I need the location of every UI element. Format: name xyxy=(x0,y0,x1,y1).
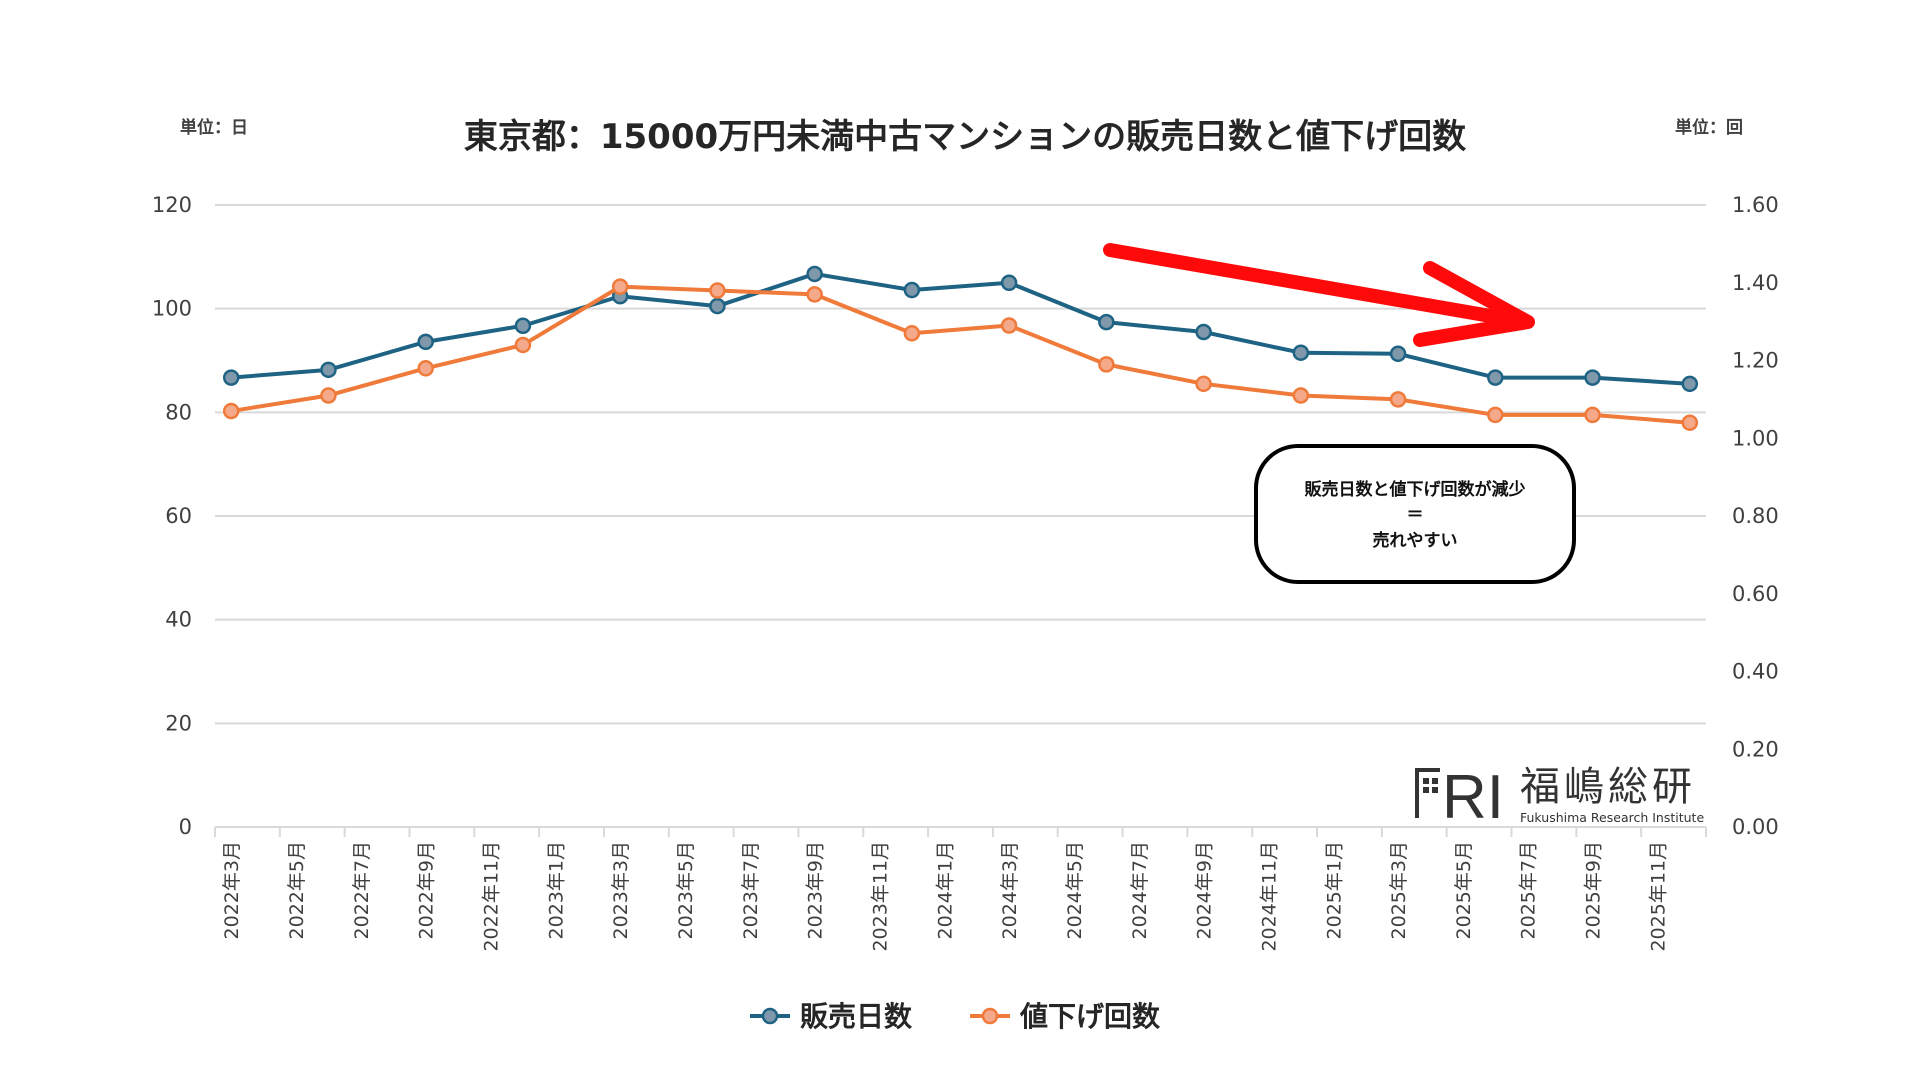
y-right-tick-label: 1.00 xyxy=(1732,426,1779,450)
y-right-tick-label: 1.20 xyxy=(1732,349,1779,373)
data-point-pricecuts xyxy=(320,387,337,404)
data-point-days xyxy=(1195,323,1212,341)
x-tick-label: 2023年7月 xyxy=(740,841,762,939)
data-point-days xyxy=(1000,274,1018,291)
series-layer xyxy=(222,265,1699,431)
y-right-tick-label: 0.40 xyxy=(1732,660,1779,684)
y-left-tick-label: 100 xyxy=(152,297,192,321)
data-point-days xyxy=(903,281,921,299)
x-tick-label: 2024年3月 xyxy=(999,841,1021,939)
x-tick-label: 2023年3月 xyxy=(610,841,632,939)
y-right-tick-label: 1.60 xyxy=(1732,193,1779,217)
logo-name-en: Fukushima Research Institute xyxy=(1520,810,1704,825)
x-tick-label: 2022年3月 xyxy=(221,841,243,939)
y-left-tick-label: 0 xyxy=(179,815,192,839)
gridlines xyxy=(215,204,1706,725)
x-tick-label: 2023年9月 xyxy=(805,841,827,939)
data-point-pricecuts xyxy=(222,402,240,420)
data-point-pricecuts xyxy=(1098,356,1115,373)
y-right-tick-label: 0.00 xyxy=(1732,815,1779,839)
data-point-days xyxy=(514,317,532,335)
y-right-tick-label: 0.80 xyxy=(1732,504,1779,528)
x-tick-label: 2024年9月 xyxy=(1194,841,1216,939)
data-point-pricecuts xyxy=(1000,317,1018,334)
logo-name-ja: 福嶋総研 xyxy=(1520,764,1696,810)
x-tick-label: 2024年5月 xyxy=(1064,841,1086,939)
y-right-tick-label: 1.40 xyxy=(1732,271,1779,295)
y-left-tick-label: 20 xyxy=(165,711,192,735)
legend: 販売日数 値下げ回数 xyxy=(750,1000,1161,1033)
annotation-line-2: ＝ xyxy=(1407,505,1424,525)
annotation-line-1: 販売日数と値下げ回数が減少 xyxy=(1305,479,1526,500)
data-point-days xyxy=(1487,369,1504,386)
chart-title: 東京都：15000万円未満中古マンションの販売日数と値下げ回数 xyxy=(464,117,1466,157)
x-tick-label: 2025年7月 xyxy=(1518,841,1540,939)
data-point-days xyxy=(320,361,337,379)
data-point-days xyxy=(1584,369,1601,386)
data-point-days xyxy=(1292,344,1310,361)
legend-label-pricecuts: 値下げ回数 xyxy=(1019,1000,1161,1033)
data-point-days xyxy=(806,265,823,283)
series-line-pricecuts xyxy=(230,284,1690,425)
x-tick-label: 2022年5月 xyxy=(286,841,308,939)
data-point-days xyxy=(709,297,726,315)
data-point-pricecuts xyxy=(611,278,629,295)
data-point-pricecuts xyxy=(514,336,532,354)
x-tick-label: 2025年1月 xyxy=(1323,841,1345,939)
y-left-tick-label: 80 xyxy=(165,400,192,424)
y-right-tick-label: 0.60 xyxy=(1732,582,1779,606)
x-tick-label: 2025年5月 xyxy=(1453,841,1475,939)
data-point-days xyxy=(417,333,434,351)
x-tick-label: 2022年9月 xyxy=(416,841,438,939)
legend-marker-pricecuts xyxy=(981,1007,999,1025)
data-point-pricecuts xyxy=(806,286,823,303)
data-point-pricecuts xyxy=(1681,414,1699,431)
fri-logo: RI 福嶋総研 Fukushima Research Institute xyxy=(1415,763,1704,832)
right-unit-label: 単位：回 xyxy=(1675,117,1743,138)
data-point-pricecuts xyxy=(417,360,434,377)
legend-marker-days xyxy=(761,1007,779,1025)
x-tick-label: 2023年11月 xyxy=(869,841,891,952)
svg-text:RI: RI xyxy=(1442,763,1504,832)
y-left-tick-label: 40 xyxy=(165,608,192,632)
data-point-days xyxy=(1389,345,1407,363)
y-right-tick-label: 0.20 xyxy=(1732,737,1779,761)
left-unit-label: 単位：日 xyxy=(180,117,248,138)
data-point-days xyxy=(222,369,240,386)
x-tick-label: 2023年1月 xyxy=(545,841,567,939)
x-tick-label: 2025年11月 xyxy=(1647,841,1669,952)
data-point-days xyxy=(1681,375,1699,393)
data-point-pricecuts xyxy=(1584,406,1601,424)
x-tick-label: 2022年11月 xyxy=(481,841,503,952)
y-left-tick-label: 120 xyxy=(152,193,192,217)
x-tick-label: 2025年9月 xyxy=(1583,841,1605,939)
data-point-pricecuts xyxy=(1389,391,1407,408)
x-tick-label: 2022年7月 xyxy=(351,841,373,939)
data-point-pricecuts xyxy=(1292,387,1310,404)
x-tick-label: 2024年7月 xyxy=(1129,841,1151,939)
annotation-arrow xyxy=(1103,243,1535,347)
x-tick-label: 2025年3月 xyxy=(1388,841,1410,939)
axes: 0 20 40 60 80 100 120 0.00 0.20 0.40 0.60 0.80 1.00 1… xyxy=(152,193,1779,952)
y-left-tick-label: 60 xyxy=(165,504,192,528)
data-point-pricecuts xyxy=(1195,375,1212,393)
x-tick-label: 2023年5月 xyxy=(675,841,697,939)
x-tick-label: 2024年1月 xyxy=(934,841,956,939)
series-line-days xyxy=(231,271,1690,386)
data-point-days xyxy=(1098,313,1115,331)
x-tick-label: 2024年11月 xyxy=(1258,841,1280,952)
annotation-line-3: 売れやすい xyxy=(1373,530,1458,551)
data-point-pricecuts xyxy=(1487,406,1504,424)
data-point-pricecuts xyxy=(709,282,726,299)
legend-label-days: 販売日数 xyxy=(800,1000,913,1033)
annotation-box: 販売日数と値下げ回数が減少 ＝ 売れやすい xyxy=(1254,444,1576,584)
data-point-pricecuts xyxy=(903,325,921,342)
